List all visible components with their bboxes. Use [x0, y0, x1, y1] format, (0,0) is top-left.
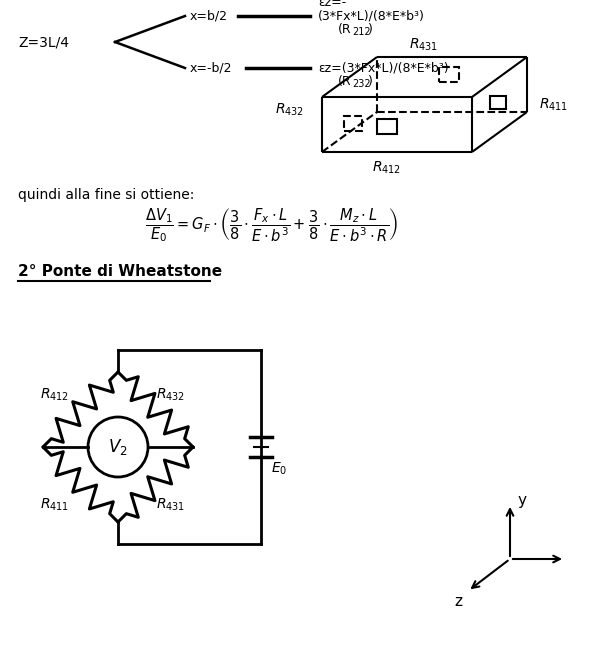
Text: y: y	[518, 493, 527, 509]
Text: Z=3L/4: Z=3L/4	[18, 35, 69, 49]
Text: $R_{412}$: $R_{412}$	[372, 160, 402, 176]
Text: (R: (R	[338, 22, 352, 35]
Bar	[490, 96, 506, 109]
Text: quindi alla fine si ottiene:: quindi alla fine si ottiene:	[18, 188, 194, 202]
Text: 232: 232	[352, 79, 371, 89]
Text: ): )	[368, 74, 373, 87]
Text: (R: (R	[338, 74, 352, 87]
Text: $V_2$: $V_2$	[108, 437, 128, 457]
Text: 2° Ponte di Wheatstone: 2° Ponte di Wheatstone	[18, 265, 222, 279]
Bar	[344, 116, 362, 131]
Text: $E_0$: $E_0$	[271, 461, 287, 477]
Bar	[377, 119, 397, 134]
Text: $\dfrac{\Delta V_1}{E_0} = G_F \cdot \left(\dfrac{3}{8} \cdot \dfrac{F_x \cdot L: $\dfrac{\Delta V_1}{E_0} = G_F \cdot \le…	[145, 206, 398, 244]
Text: $R_{431}$: $R_{431}$	[409, 37, 439, 53]
Text: εz=(3*Fx*L)/(8*E*b³): εz=(3*Fx*L)/(8*E*b³)	[318, 62, 449, 74]
Text: $R_{411}$: $R_{411}$	[539, 97, 568, 113]
Text: z: z	[454, 593, 462, 608]
Bar	[439, 67, 459, 82]
Text: x=b/2: x=b/2	[190, 9, 228, 22]
Text: εz=-: εz=-	[318, 0, 346, 9]
Text: $R_{432}$: $R_{432}$	[156, 387, 185, 403]
Text: $R_{432}$: $R_{432}$	[275, 102, 304, 118]
Text: ): )	[368, 22, 373, 35]
Text: (3*Fx*L)/(8*E*b³): (3*Fx*L)/(8*E*b³)	[318, 9, 425, 22]
Text: 212: 212	[352, 27, 371, 37]
Text: x=-b/2: x=-b/2	[190, 62, 232, 74]
Text: $R_{411}$: $R_{411}$	[40, 497, 69, 513]
Text: $R_{431}$: $R_{431}$	[156, 497, 185, 513]
Text: $R_{412}$: $R_{412}$	[40, 387, 69, 403]
